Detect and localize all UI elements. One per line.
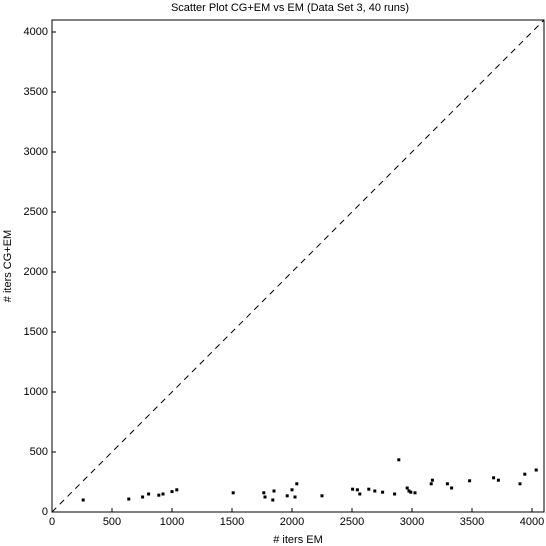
point [293,495,297,499]
point [407,489,411,493]
point [468,479,472,483]
point [450,486,454,490]
point [263,495,267,499]
y-tick-label: 500 [30,446,48,458]
point [496,478,500,482]
y-tick-label: 0 [42,506,48,518]
point [413,491,417,495]
point [295,482,299,486]
point [393,492,397,496]
point [231,491,235,495]
chart-title: Scatter Plot CG+EM vs EM (Data Set 3, 40… [171,2,409,14]
point [430,478,434,482]
y-tick-label: 2000 [24,266,48,278]
x-tick-label: 0 [49,516,55,528]
y-axis-label: # iters CG+EM [2,230,14,302]
point [405,486,409,490]
x-tick-label: 1500 [220,516,244,528]
y-tick-label: 3500 [24,86,48,98]
point [358,492,362,496]
point [161,492,165,496]
diagonal-reference [51,19,545,513]
point [147,492,151,496]
point [445,482,449,486]
point [141,495,145,499]
point [367,487,371,491]
point [492,476,496,480]
x-tick-label: 2500 [340,516,364,528]
point [409,490,413,494]
point [429,482,433,486]
plot-frame [51,19,545,513]
y-tick-label: 3000 [24,146,48,158]
point [81,498,85,502]
point [534,468,538,472]
x-tick-label: 3500 [460,516,484,528]
point [127,497,131,501]
x-tick-label: 4000 [520,516,544,528]
point [290,488,294,492]
x-tick-label: 2000 [280,516,304,528]
point [355,488,359,492]
y-tick-label: 4000 [24,26,48,38]
point [262,491,266,495]
x-tick-label: 1000 [160,516,184,528]
point [175,488,179,492]
point [381,490,385,494]
point [523,472,527,476]
x-tick-label: 500 [103,516,121,528]
point [271,498,275,502]
point [351,487,355,491]
y-tick-label: 1500 [24,326,48,338]
y-tick-label: 2500 [24,206,48,218]
y-tick-label: 1000 [24,386,48,398]
point [285,494,289,498]
point [397,458,401,462]
x-axis-label: # iters EM [273,534,323,546]
point [518,482,522,486]
point [157,493,161,497]
point [272,489,276,493]
point [170,490,174,494]
point [373,489,377,493]
point [320,494,324,498]
x-tick-label: 3000 [400,516,424,528]
